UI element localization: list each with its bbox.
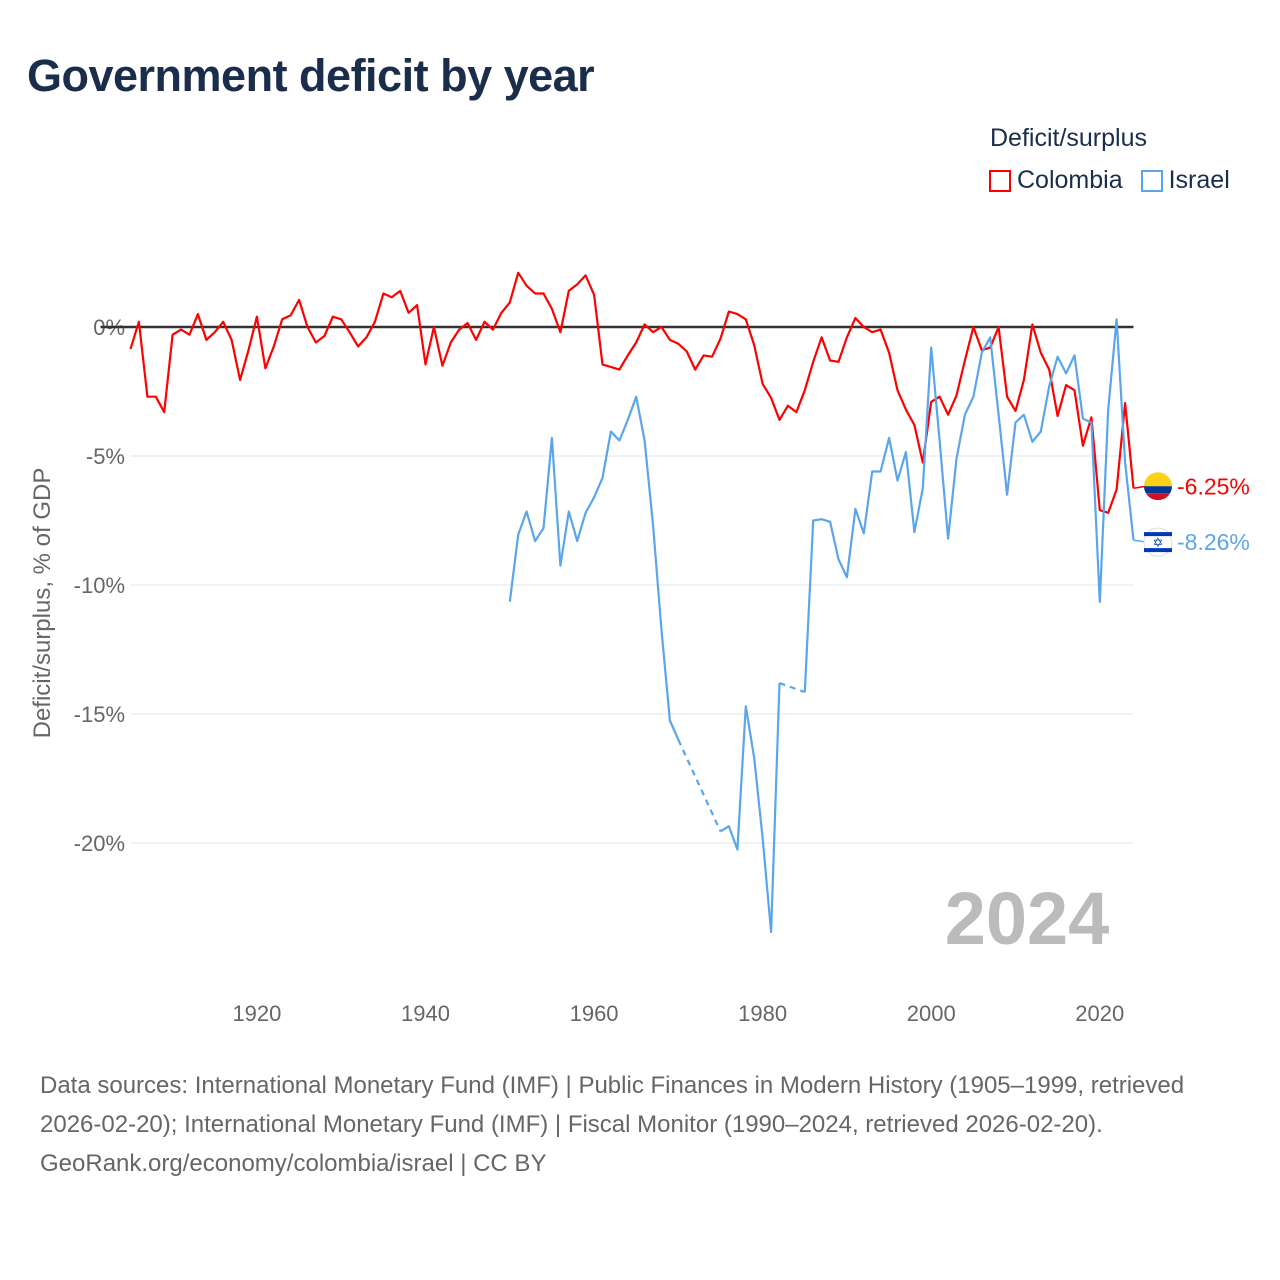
x-tick-label: 1960 bbox=[570, 1001, 619, 1026]
y-tick-label: -15% bbox=[74, 702, 125, 727]
x-tick-label: 1980 bbox=[738, 1001, 787, 1026]
legend-title: Deficit/surplus bbox=[990, 124, 1147, 152]
end-connector bbox=[1133, 485, 1147, 489]
x-tick-label: 2020 bbox=[1075, 1001, 1124, 1026]
y-axis-label: Deficit/surplus, % of GDP bbox=[29, 468, 56, 739]
chart-area: Deficit/surplus, % of GDP 0%-5%-10%-15%-… bbox=[29, 271, 1250, 1026]
x-tick-label: 1940 bbox=[401, 1001, 450, 1026]
flag-yellow bbox=[1144, 472, 1172, 487]
flag-blue bbox=[1144, 486, 1172, 494]
end-value-label: -6.25% bbox=[1177, 473, 1250, 499]
series-colombia bbox=[129, 271, 1135, 514]
series-gap-dashed bbox=[779, 682, 806, 694]
flag-stripes bbox=[1144, 472, 1172, 501]
israel-flag-icon: ✡ bbox=[1143, 527, 1173, 557]
series-israel bbox=[508, 318, 1135, 934]
y-tick-label: -10% bbox=[74, 573, 125, 598]
data-sources: Data sources: International Monetary Fun… bbox=[40, 1072, 1185, 1138]
end-value-label: -8.26% bbox=[1177, 529, 1250, 555]
x-tick-label: 2000 bbox=[907, 1001, 956, 1026]
legend-item-israel[interactable]: Israel bbox=[1140, 166, 1230, 195]
flag-stripe bbox=[1144, 548, 1172, 553]
legend-item-colombia[interactable]: Colombia bbox=[989, 166, 1123, 195]
legend-label: Colombia bbox=[1017, 166, 1123, 194]
chart-title: Government deficit by year bbox=[27, 50, 595, 101]
y-tick-label: -5% bbox=[86, 444, 125, 469]
flag-stripe bbox=[1144, 532, 1172, 537]
footer: Data sources: International Monetary Fun… bbox=[40, 1066, 1240, 1183]
series-gap-dashed bbox=[677, 739, 722, 832]
credit-link[interactable]: GeoRank.org/economy/colombia/israel | CC… bbox=[40, 1150, 547, 1177]
y-tick-label: -20% bbox=[74, 831, 125, 856]
x-tick-label: 1920 bbox=[232, 1001, 281, 1026]
flag-red bbox=[1144, 493, 1172, 501]
colombia-flag-icon bbox=[1144, 472, 1172, 501]
series-line bbox=[129, 271, 1135, 514]
legend-label: Israel bbox=[1168, 166, 1230, 194]
legend-swatch-israel bbox=[1140, 169, 1163, 192]
series-line bbox=[803, 318, 1135, 693]
legend: Colombia Israel bbox=[989, 166, 1248, 195]
legend-swatch-colombia bbox=[989, 169, 1011, 192]
star-of-david: ✡ bbox=[1153, 535, 1164, 550]
current-year-label: 2024 bbox=[945, 877, 1110, 960]
series-line bbox=[719, 682, 781, 934]
series-line bbox=[508, 395, 680, 741]
